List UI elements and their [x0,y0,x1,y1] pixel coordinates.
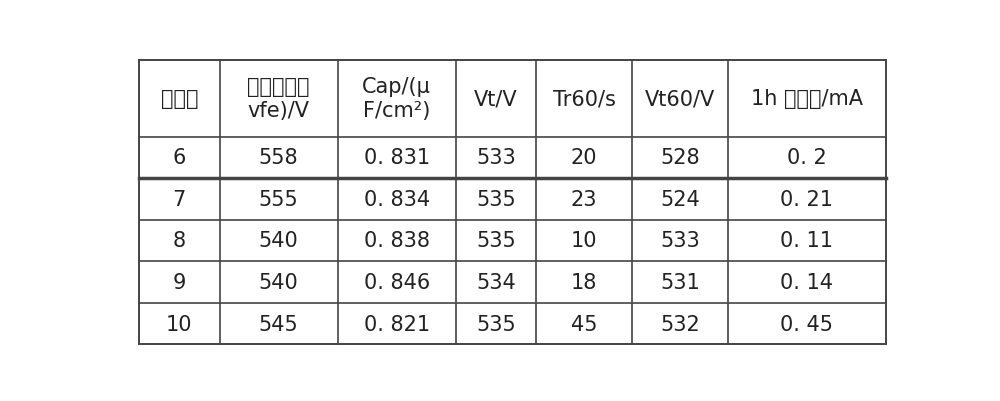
Text: 535: 535 [476,231,516,251]
Text: 0. 2: 0. 2 [787,148,827,168]
Text: 524: 524 [660,189,700,209]
Text: 0. 21: 0. 21 [780,189,833,209]
Text: 532: 532 [660,314,700,334]
Text: 45: 45 [571,314,597,334]
Text: 531: 531 [660,272,700,292]
Text: 0. 831: 0. 831 [364,148,430,168]
Text: 535: 535 [476,314,516,334]
Text: 533: 533 [660,231,700,251]
Text: 20: 20 [571,148,597,168]
Text: 0. 11: 0. 11 [780,231,833,251]
Text: 23: 23 [571,189,597,209]
Text: 534: 534 [476,272,516,292]
Text: 形成电压（
vfe)/V: 形成电压（ vfe)/V [247,77,310,120]
Text: 18: 18 [571,272,597,292]
Text: 540: 540 [259,272,299,292]
Text: 535: 535 [476,189,516,209]
Text: Vt60/V: Vt60/V [645,89,715,109]
Text: 0. 846: 0. 846 [364,272,430,292]
Text: 10: 10 [166,314,193,334]
Text: 555: 555 [259,189,299,209]
Text: 1h 漏电流/mA: 1h 漏电流/mA [751,89,863,109]
Text: 528: 528 [660,148,700,168]
Text: 0. 45: 0. 45 [780,314,833,334]
Text: 10: 10 [571,231,597,251]
Text: 9: 9 [173,272,186,292]
Text: Vt/V: Vt/V [474,89,518,109]
Text: 7: 7 [173,189,186,209]
Text: 533: 533 [476,148,516,168]
Text: 540: 540 [259,231,299,251]
Text: 545: 545 [259,314,299,334]
Text: 0. 834: 0. 834 [364,189,430,209]
Text: Tr60/s: Tr60/s [553,89,616,109]
Text: 0. 821: 0. 821 [364,314,430,334]
Text: 0. 14: 0. 14 [780,272,833,292]
Text: 6: 6 [173,148,186,168]
Text: 0. 838: 0. 838 [364,231,430,251]
Text: Cap/(μ
F/cm²): Cap/(μ F/cm²) [362,77,431,120]
Text: 558: 558 [259,148,298,168]
Text: 实施例: 实施例 [161,89,198,109]
Text: 8: 8 [173,231,186,251]
